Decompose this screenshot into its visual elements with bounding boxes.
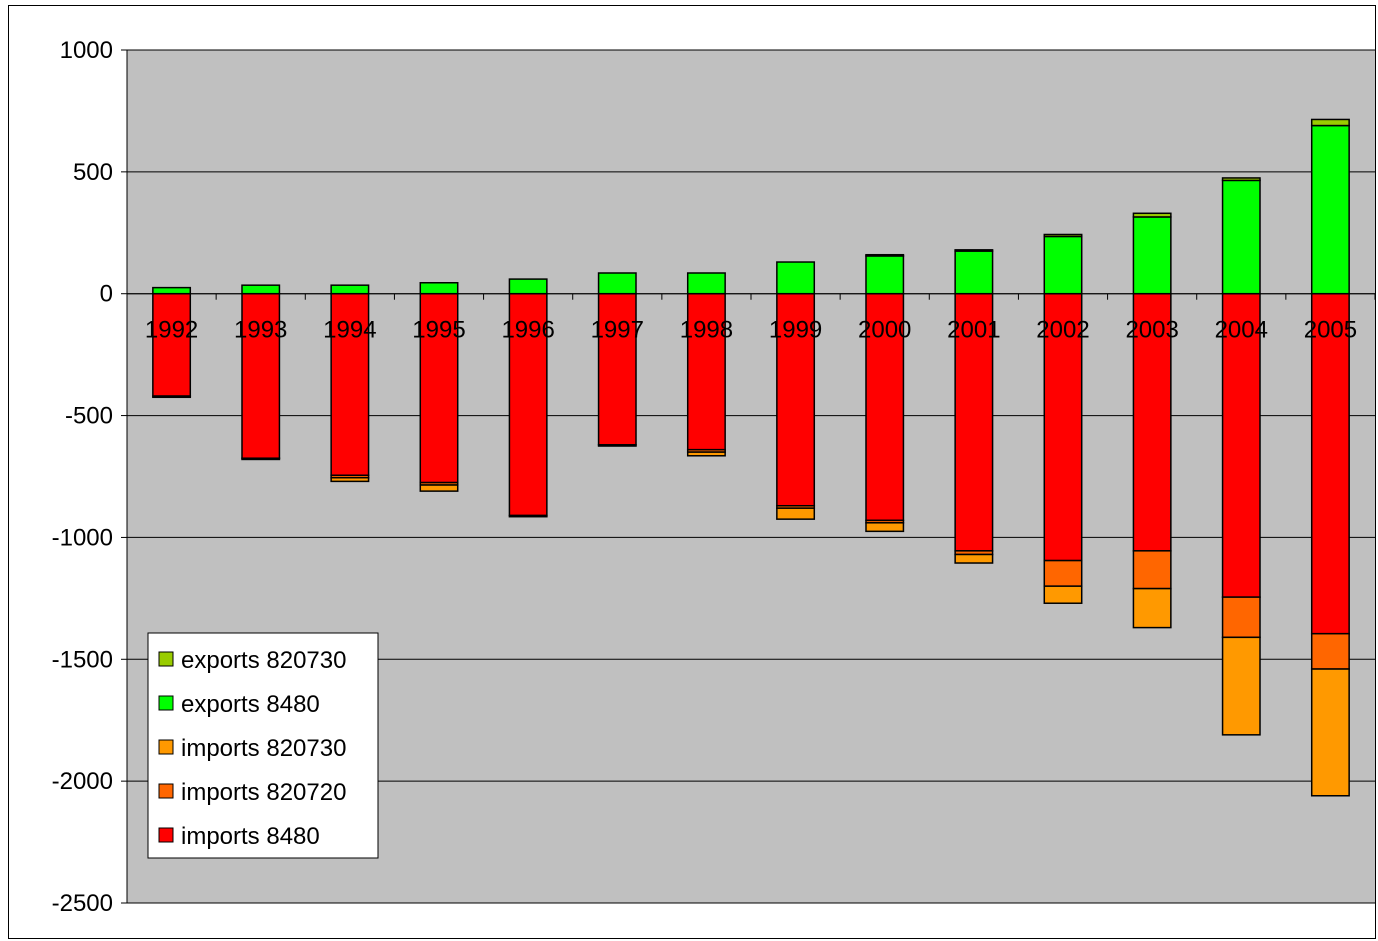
bar-imports-820730 bbox=[420, 485, 457, 491]
bar-imports-820730 bbox=[777, 508, 814, 519]
bar-exports-8480 bbox=[1312, 126, 1349, 294]
y-tick-label: -2000 bbox=[52, 768, 113, 795]
bar-imports-820720 bbox=[509, 515, 546, 516]
bar-exports-8480 bbox=[1223, 180, 1260, 293]
x-tick-label: 1994 bbox=[323, 317, 376, 344]
x-tick-label: 1993 bbox=[234, 317, 287, 344]
x-tick-label: 1992 bbox=[145, 317, 198, 344]
x-tick-label: 2004 bbox=[1215, 317, 1268, 344]
legend-swatch bbox=[159, 652, 173, 666]
legend-swatch bbox=[159, 696, 173, 710]
y-tick-label: -500 bbox=[65, 403, 113, 430]
bar-exports-8480 bbox=[331, 285, 368, 294]
bar-exports-8480 bbox=[153, 288, 190, 294]
bar-exports-8480 bbox=[599, 273, 636, 294]
x-tick-label: 2000 bbox=[858, 317, 911, 344]
x-tick-label: 1999 bbox=[769, 317, 822, 344]
x-tick-label: 2001 bbox=[947, 317, 1000, 344]
bar-exports-8480 bbox=[420, 283, 457, 294]
bar-imports-820730 bbox=[866, 523, 903, 532]
x-tick-label: 2003 bbox=[1125, 317, 1178, 344]
bar-exports-8480 bbox=[1133, 217, 1170, 294]
x-tick-label: 2005 bbox=[1304, 317, 1357, 344]
bar-imports-820720 bbox=[1133, 551, 1170, 589]
x-tick-label: 2002 bbox=[1036, 317, 1089, 344]
bar-imports-820720 bbox=[1223, 597, 1260, 637]
legend: exports 820730 exports 8480 imports 820730… bbox=[148, 633, 378, 858]
bar-exports-8480 bbox=[688, 273, 725, 294]
y-tick-label: 500 bbox=[73, 159, 113, 186]
bar-exports-820730 bbox=[955, 250, 992, 251]
x-tick-label: 1997 bbox=[591, 317, 644, 344]
bar-exports-820730 bbox=[1312, 119, 1349, 125]
bar-imports-820730 bbox=[1223, 637, 1260, 734]
bar-exports-8480 bbox=[955, 251, 992, 294]
legend-swatch bbox=[159, 740, 173, 754]
legend-label: exports 8480 bbox=[181, 691, 320, 718]
bar-imports-820730 bbox=[688, 452, 725, 456]
legend-label: imports 820730 bbox=[181, 735, 346, 762]
x-tick-label: 1996 bbox=[501, 317, 554, 344]
bar-imports-820720 bbox=[1312, 634, 1349, 669]
bar-imports-8480 bbox=[153, 294, 190, 396]
legend-swatch bbox=[159, 828, 173, 842]
bar-imports-820720 bbox=[1044, 561, 1081, 587]
bar-exports-820730 bbox=[1133, 213, 1170, 217]
bar-imports-820720 bbox=[153, 396, 190, 397]
bar-exports-820730 bbox=[1044, 234, 1081, 236]
bar-imports-820730 bbox=[955, 554, 992, 563]
bar-imports-820730 bbox=[1133, 589, 1170, 628]
bar-imports-8480 bbox=[1312, 294, 1349, 634]
y-tick-label: 0 bbox=[100, 281, 113, 308]
y-tick-label: -1000 bbox=[52, 524, 113, 551]
bar-exports-8480 bbox=[866, 256, 903, 294]
bar-imports-820720 bbox=[242, 458, 279, 459]
y-tick-label: -1500 bbox=[52, 646, 113, 673]
bar-imports-820730 bbox=[331, 478, 368, 482]
y-axis-ticks: 1000 500 0 -500 -1000 -1500 -2000 -2500 bbox=[52, 37, 127, 917]
legend-label: imports 8480 bbox=[181, 823, 320, 850]
legend-swatch bbox=[159, 784, 173, 798]
bar-imports-820720 bbox=[599, 445, 636, 446]
bar-exports-8480 bbox=[777, 262, 814, 294]
bar-imports-820730 bbox=[1044, 586, 1081, 603]
bar-exports-820730 bbox=[866, 255, 903, 256]
legend-label: imports 820720 bbox=[181, 779, 346, 806]
bar-exports-8480 bbox=[1044, 236, 1081, 293]
legend-label: exports 820730 bbox=[181, 647, 346, 674]
bar-exports-8480 bbox=[509, 279, 546, 294]
y-tick-label: -2500 bbox=[52, 890, 113, 917]
bar-exports-8480 bbox=[242, 285, 279, 294]
y-tick-label: 1000 bbox=[60, 37, 113, 64]
bar-imports-820730 bbox=[1312, 669, 1349, 796]
x-tick-label: 1998 bbox=[680, 317, 733, 344]
bar-exports-820730 bbox=[1223, 178, 1260, 180]
x-tick-label: 1995 bbox=[412, 317, 465, 344]
